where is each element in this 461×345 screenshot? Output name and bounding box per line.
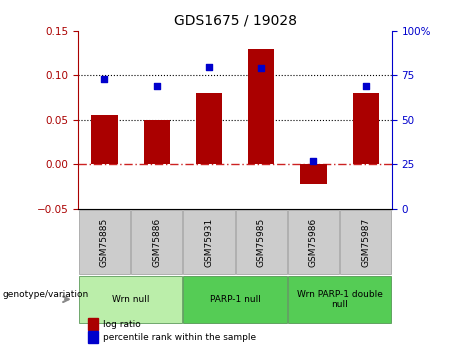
Bar	[196, 93, 222, 164]
Point	[153, 83, 160, 89]
Text: Wrn null: Wrn null	[112, 295, 149, 304]
Text: Wrn PARP-1 double
null: Wrn PARP-1 double null	[297, 289, 383, 309]
Text: PARP-1 null: PARP-1 null	[210, 295, 260, 304]
Text: GSM75886: GSM75886	[152, 218, 161, 267]
Text: GSM75987: GSM75987	[361, 218, 370, 267]
Bar	[353, 93, 379, 164]
Point	[362, 83, 369, 89]
Text: percentile rank within the sample: percentile rank within the sample	[103, 333, 256, 342]
Bar	[301, 164, 326, 184]
Text: GSM75985: GSM75985	[257, 218, 266, 267]
Text: GSM75931: GSM75931	[205, 218, 213, 267]
Text: GSM75885: GSM75885	[100, 218, 109, 267]
Bar	[248, 49, 274, 164]
Point	[101, 76, 108, 82]
Point	[310, 158, 317, 164]
Point	[258, 66, 265, 71]
Text: log ratio: log ratio	[103, 319, 141, 329]
Title: GDS1675 / 19028: GDS1675 / 19028	[174, 13, 296, 27]
Text: GSM75986: GSM75986	[309, 218, 318, 267]
Bar	[144, 120, 170, 164]
Bar	[91, 116, 118, 164]
Point	[205, 64, 213, 69]
Text: genotype/variation: genotype/variation	[2, 289, 89, 299]
